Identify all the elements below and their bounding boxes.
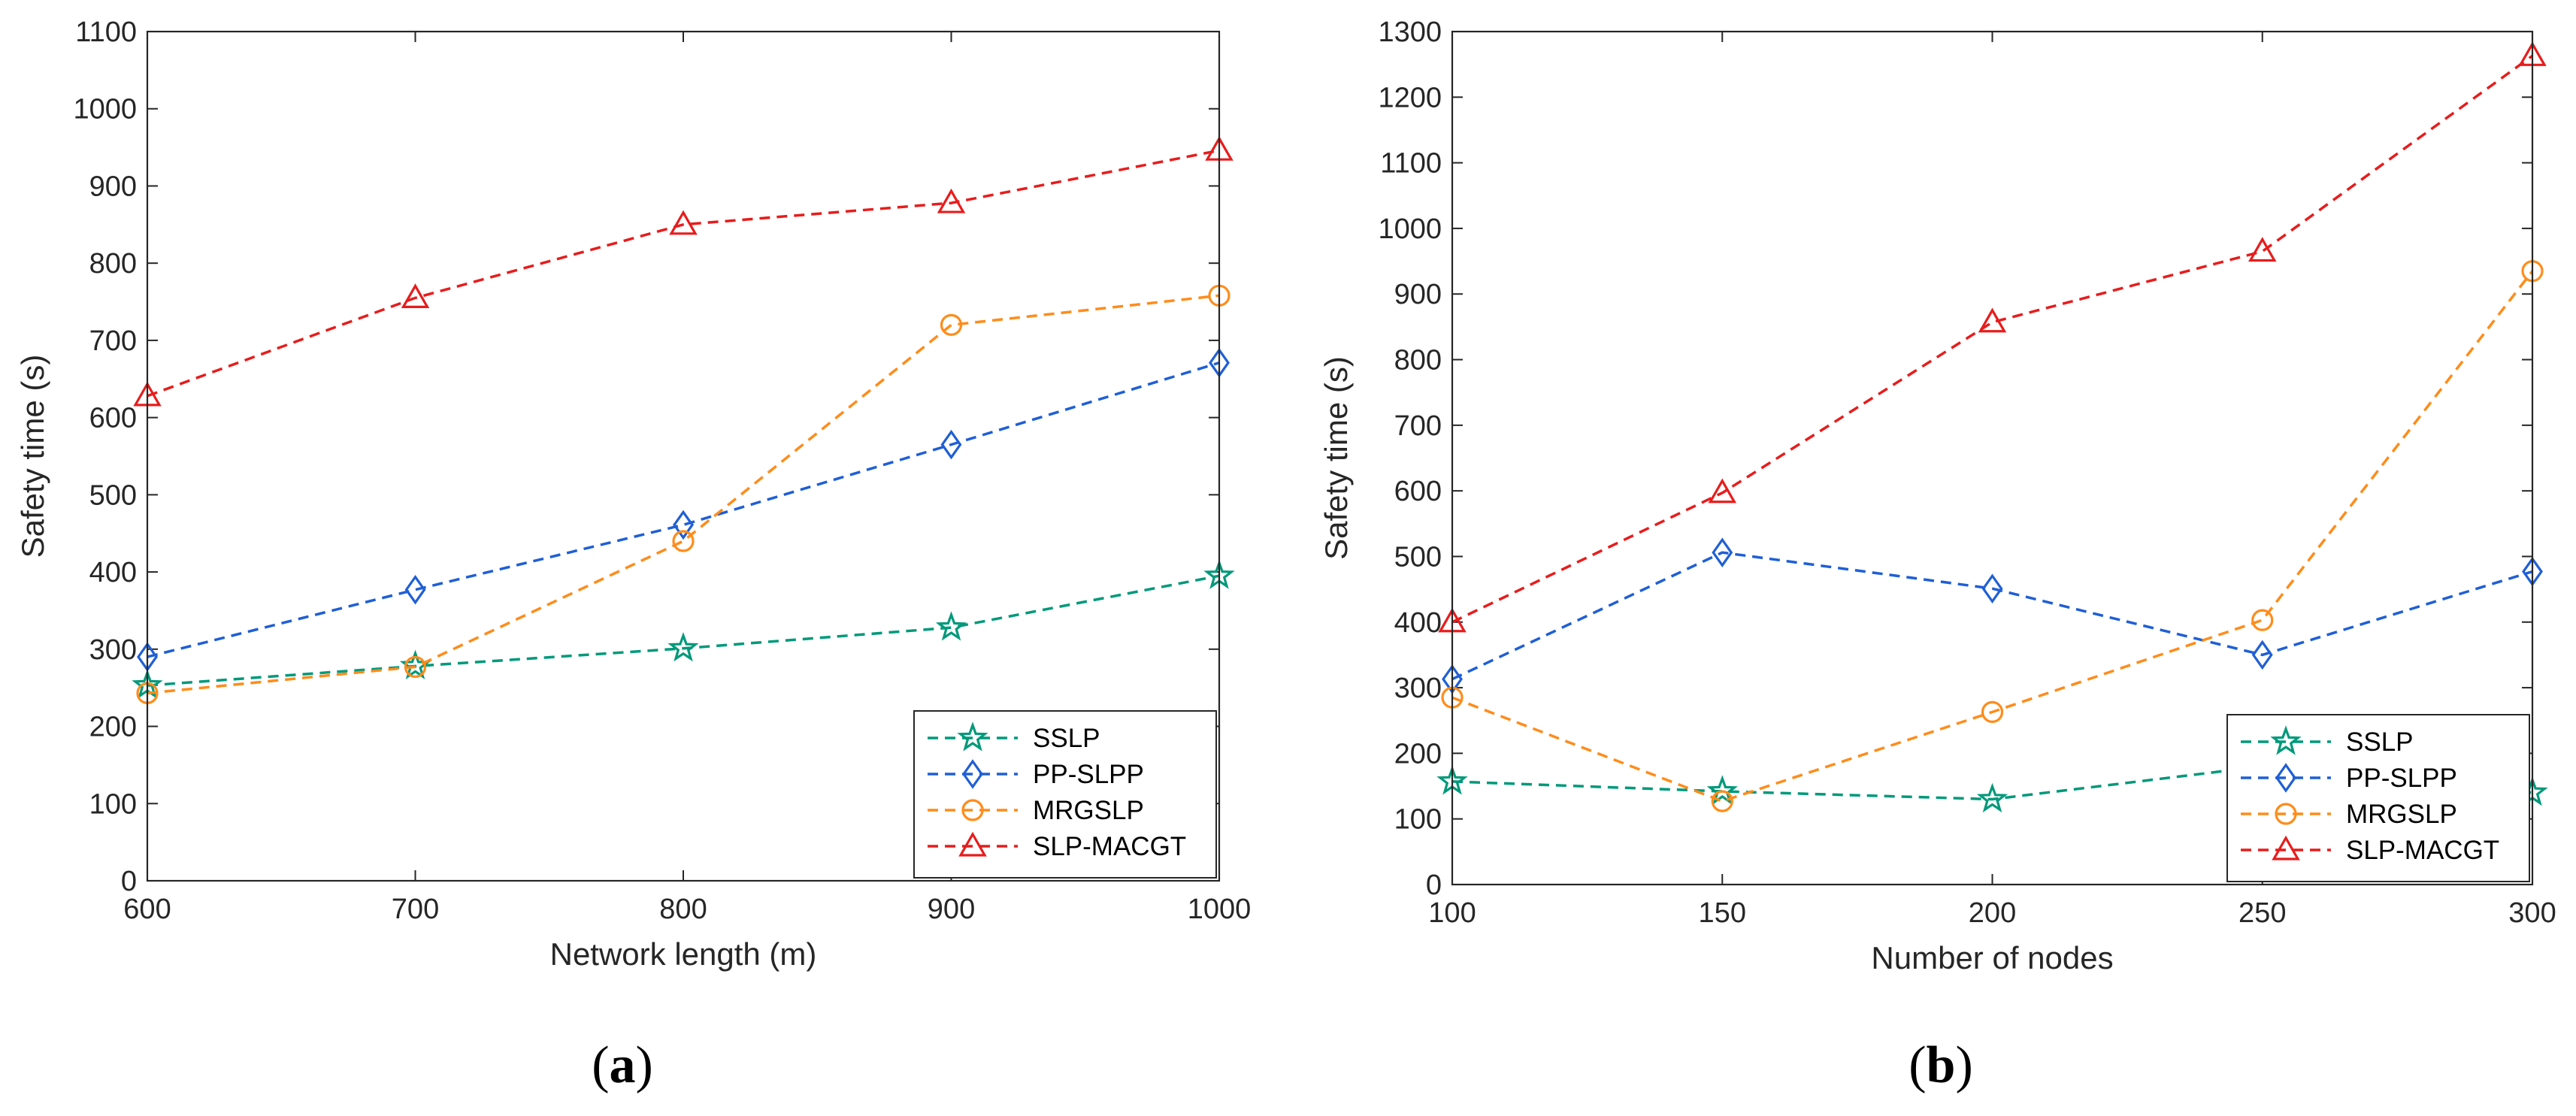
panel-a: 0 100 200 300 400 500 600 700 800 900 1000 1100 600 7… xyxy=(15,17,1251,1094)
data-point-slp-macgt xyxy=(401,283,430,309)
y-tick-label: 300 xyxy=(89,634,137,666)
legend-label-sslp: SSLP xyxy=(2346,727,2414,757)
series-slp-macgt xyxy=(1438,41,2547,633)
x-tick-label: 250 xyxy=(2238,897,2286,929)
legend-marker-slp-macgt xyxy=(2272,835,2300,860)
data-point-mrgslp xyxy=(404,655,427,679)
panel-label: (b) xyxy=(1909,1036,1973,1094)
y-tick-label: 1300 xyxy=(1378,17,1442,48)
data-point-mrgslp xyxy=(672,530,695,552)
legend-marker-mrgslp xyxy=(2275,803,2297,825)
series-line-slp-macgt xyxy=(1451,54,2534,624)
data-point-slp-macgt xyxy=(1708,478,1737,504)
legend-label-slp-macgt: SLP-MACGT xyxy=(1033,832,1186,861)
data-point-pp-slpp xyxy=(940,429,962,460)
data-point-mrgslp xyxy=(2251,609,2274,631)
data-point-pp-slpp xyxy=(404,574,426,605)
y-axis-title: Safety time (s) xyxy=(15,355,50,558)
series-line-sslp xyxy=(147,574,1220,687)
legend-marker-sslp xyxy=(957,721,988,752)
series-line-pp-slpp xyxy=(1451,551,2533,681)
legend-marker-pp-slpp xyxy=(962,759,983,789)
y-tick-label: 500 xyxy=(1394,541,1442,573)
y-tick-label: 300 xyxy=(1394,673,1442,704)
legend-label-slp-macgt: SLP-MACGT xyxy=(2346,836,2499,865)
data-point-mrgslp xyxy=(1981,700,2004,723)
x-tick-label: 1000 xyxy=(1188,894,1252,925)
data-point-slp-macgt xyxy=(937,188,966,213)
x-tick-label: 600 xyxy=(123,894,171,925)
y-tick-label: 100 xyxy=(1394,804,1442,836)
data-point-pp-slpp xyxy=(673,510,694,540)
legend-label-mrgslp: MRGSLP xyxy=(1033,796,1144,825)
data-point-sslp xyxy=(1706,775,1738,805)
panel-a-axes-box xyxy=(146,30,1221,882)
y-tick-label: 800 xyxy=(1394,345,1442,377)
data-point-mrgslp xyxy=(940,313,963,336)
legend-label-pp-slpp: PP-SLPP xyxy=(1033,760,1144,789)
y-tick-label: 400 xyxy=(89,557,137,588)
data-point-sslp xyxy=(667,632,699,662)
data-point-sslp xyxy=(935,611,967,641)
data-point-pp-slpp xyxy=(2251,640,2273,670)
x-axis-title: Network length (m) xyxy=(550,936,817,972)
legend-marker-mrgslp xyxy=(961,799,984,821)
y-tick-label: 800 xyxy=(89,248,137,280)
y-tick-label: 600 xyxy=(1394,476,1442,507)
panel-b: 0100200300400500600700800900100011001200… xyxy=(1318,17,2556,1094)
y-tick-label: 500 xyxy=(89,479,137,511)
y-tick-label: 1000 xyxy=(73,94,137,126)
y-tick-label: 1100 xyxy=(1380,148,1442,180)
data-point-sslp xyxy=(1976,782,2008,813)
y-tick-label: 0 xyxy=(121,866,137,897)
x-tick-label: 300 xyxy=(2508,897,2556,929)
y-tick-label: 600 xyxy=(89,403,137,434)
legend-label-mrgslp: MRGSLP xyxy=(2346,800,2457,829)
series-pp-slpp xyxy=(1442,537,2543,694)
x-axis-title: Number of nodes xyxy=(1871,940,2113,975)
legend: SSLP PP-SLPP MRGSLP SLP-MACGT xyxy=(2226,714,2530,882)
panel-b-axes-box xyxy=(1451,30,2534,886)
legend-marker-sslp xyxy=(2270,725,2302,755)
y-tick-label: 100 xyxy=(89,788,137,820)
y-tick-label: 0 xyxy=(1426,870,1442,901)
x-tick-label: 200 xyxy=(1969,897,2016,929)
y-tick-label: 1000 xyxy=(1378,213,1442,245)
x-tick-label: 800 xyxy=(659,894,707,925)
legend: SSLP PP-SLPP MRGSLP SLP-MACGT xyxy=(913,710,1217,879)
data-point-mrgslp xyxy=(1711,790,1733,812)
data-point-slp-macgt xyxy=(2248,237,2277,262)
x-tick-label: 100 xyxy=(1428,897,1476,929)
y-tick-label: 400 xyxy=(1394,607,1442,639)
legend-marker-pp-slpp xyxy=(2275,763,2296,793)
data-point-slp-macgt xyxy=(669,210,698,235)
y-tick-label: 900 xyxy=(89,171,137,202)
series-line-mrgslp xyxy=(147,294,1220,695)
y-tick-label: 700 xyxy=(89,325,137,357)
y-tick-label: 1200 xyxy=(1378,82,1442,113)
series-line-pp-slpp xyxy=(147,361,1220,658)
legend-label-sslp: SSLP xyxy=(1033,724,1100,753)
series-line-mrgslp xyxy=(1451,270,2534,803)
y-axis-title: Safety time (s) xyxy=(1318,356,1354,560)
y-tick-label: 900 xyxy=(1394,279,1442,310)
y-tick-label: 1100 xyxy=(75,17,137,48)
legend-marker-slp-macgt xyxy=(958,831,987,857)
x-tick-label: 150 xyxy=(1699,897,1746,929)
panel-label: (a) xyxy=(592,1036,653,1094)
x-tick-label: 700 xyxy=(392,894,439,925)
y-tick-label: 700 xyxy=(1394,410,1442,442)
legend-label-pp-slpp: PP-SLPP xyxy=(2346,764,2457,793)
data-point-slp-macgt xyxy=(1978,307,2007,333)
data-point-pp-slpp xyxy=(1981,573,2003,604)
data-point-pp-slpp xyxy=(1712,537,1733,567)
x-tick-label: 900 xyxy=(928,894,975,925)
y-tick-label: 200 xyxy=(1394,738,1442,770)
y-tick-label: 200 xyxy=(89,712,137,743)
series-line-slp-macgt xyxy=(147,149,1220,398)
